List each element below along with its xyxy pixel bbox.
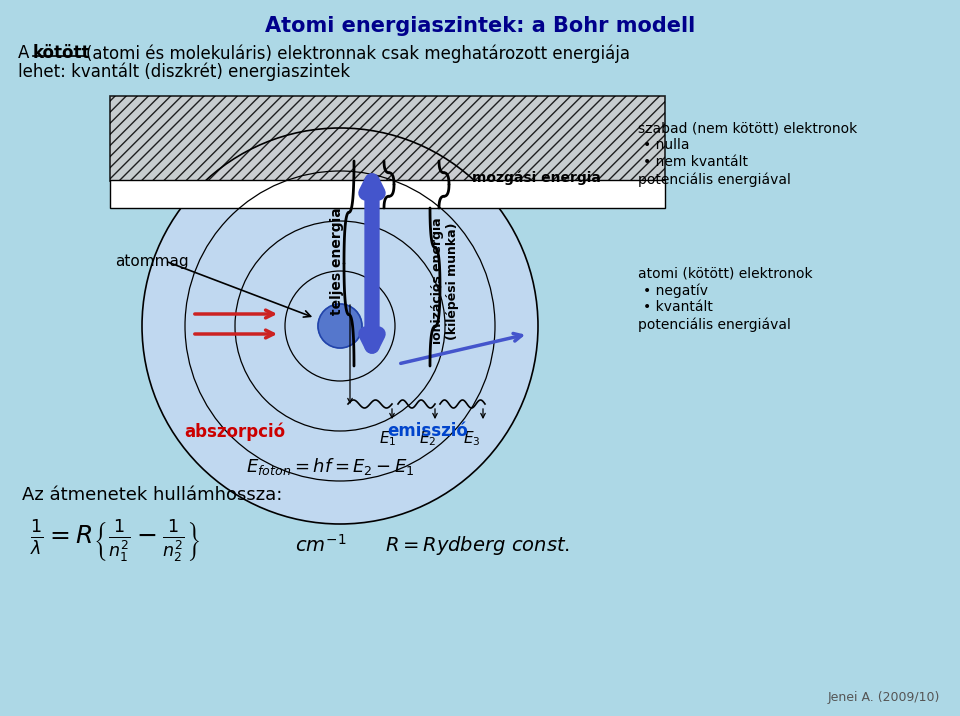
- Text: atommag: atommag: [115, 253, 188, 268]
- Text: ionizáció: ionizáció: [367, 227, 381, 296]
- Text: A: A: [18, 44, 35, 62]
- Text: Az átmenetek hullámhossza:: Az átmenetek hullámhossza:: [22, 486, 282, 504]
- Text: abszorpció: abszorpció: [184, 422, 285, 440]
- Text: • negatív: • negatív: [643, 283, 708, 298]
- Text: lehet: kvantált (diszkrét) energiaszintek: lehet: kvantált (diszkrét) energiaszinte…: [18, 62, 350, 80]
- Text: potenciális energiával: potenciális energiával: [638, 317, 791, 332]
- Text: emisszió: emisszió: [388, 422, 468, 440]
- Bar: [110, 96, 665, 181]
- Text: $\frac{1}{\lambda} = R \left\{ \frac{1}{n_1^2} - \frac{1}{n_2^2} \right\}$: $\frac{1}{\lambda} = R \left\{ \frac{1}{…: [30, 518, 201, 563]
- Text: $E_2$: $E_2$: [420, 429, 437, 448]
- Text: $E_{foton} = hf = E_2 - E_1$: $E_{foton} = hf = E_2 - E_1$: [246, 456, 415, 477]
- Text: mozgási energia: mozgási energia: [472, 170, 601, 185]
- Circle shape: [142, 128, 538, 524]
- Text: kötött: kötött: [33, 44, 90, 62]
- Text: • kvantált: • kvantált: [643, 300, 713, 314]
- Text: $E_3$: $E_3$: [464, 429, 481, 448]
- Text: szabad (nem kötött) elektronok: szabad (nem kötött) elektronok: [638, 121, 857, 135]
- Text: ionizációs energia
(kilépési munka): ionizációs energia (kilépési munka): [431, 218, 459, 344]
- Circle shape: [318, 304, 362, 348]
- Text: Jenei A. (2009/10): Jenei A. (2009/10): [828, 691, 940, 704]
- Text: $R = Rydberg\ const.$: $R = Rydberg\ const.$: [385, 534, 570, 557]
- Text: atomi (kötött) elektronok: atomi (kötött) elektronok: [638, 266, 812, 280]
- Text: teljes energia: teljes energia: [330, 207, 344, 315]
- Text: • nem kvantált: • nem kvantált: [643, 155, 748, 169]
- Bar: [110, 180, 665, 208]
- Text: (atomi és molekuláris) elektronnak csak meghatározott energiája: (atomi és molekuláris) elektronnak csak …: [86, 44, 630, 62]
- Text: potenciális energiával: potenciális energiával: [638, 172, 791, 186]
- Bar: [15, 388, 635, 588]
- Text: • nulla: • nulla: [643, 138, 689, 152]
- Text: Atomi energiaszintek: a Bohr modell: Atomi energiaszintek: a Bohr modell: [265, 16, 695, 36]
- Text: $E_1$: $E_1$: [379, 429, 396, 448]
- Text: $cm^{-1}$: $cm^{-1}$: [295, 534, 347, 556]
